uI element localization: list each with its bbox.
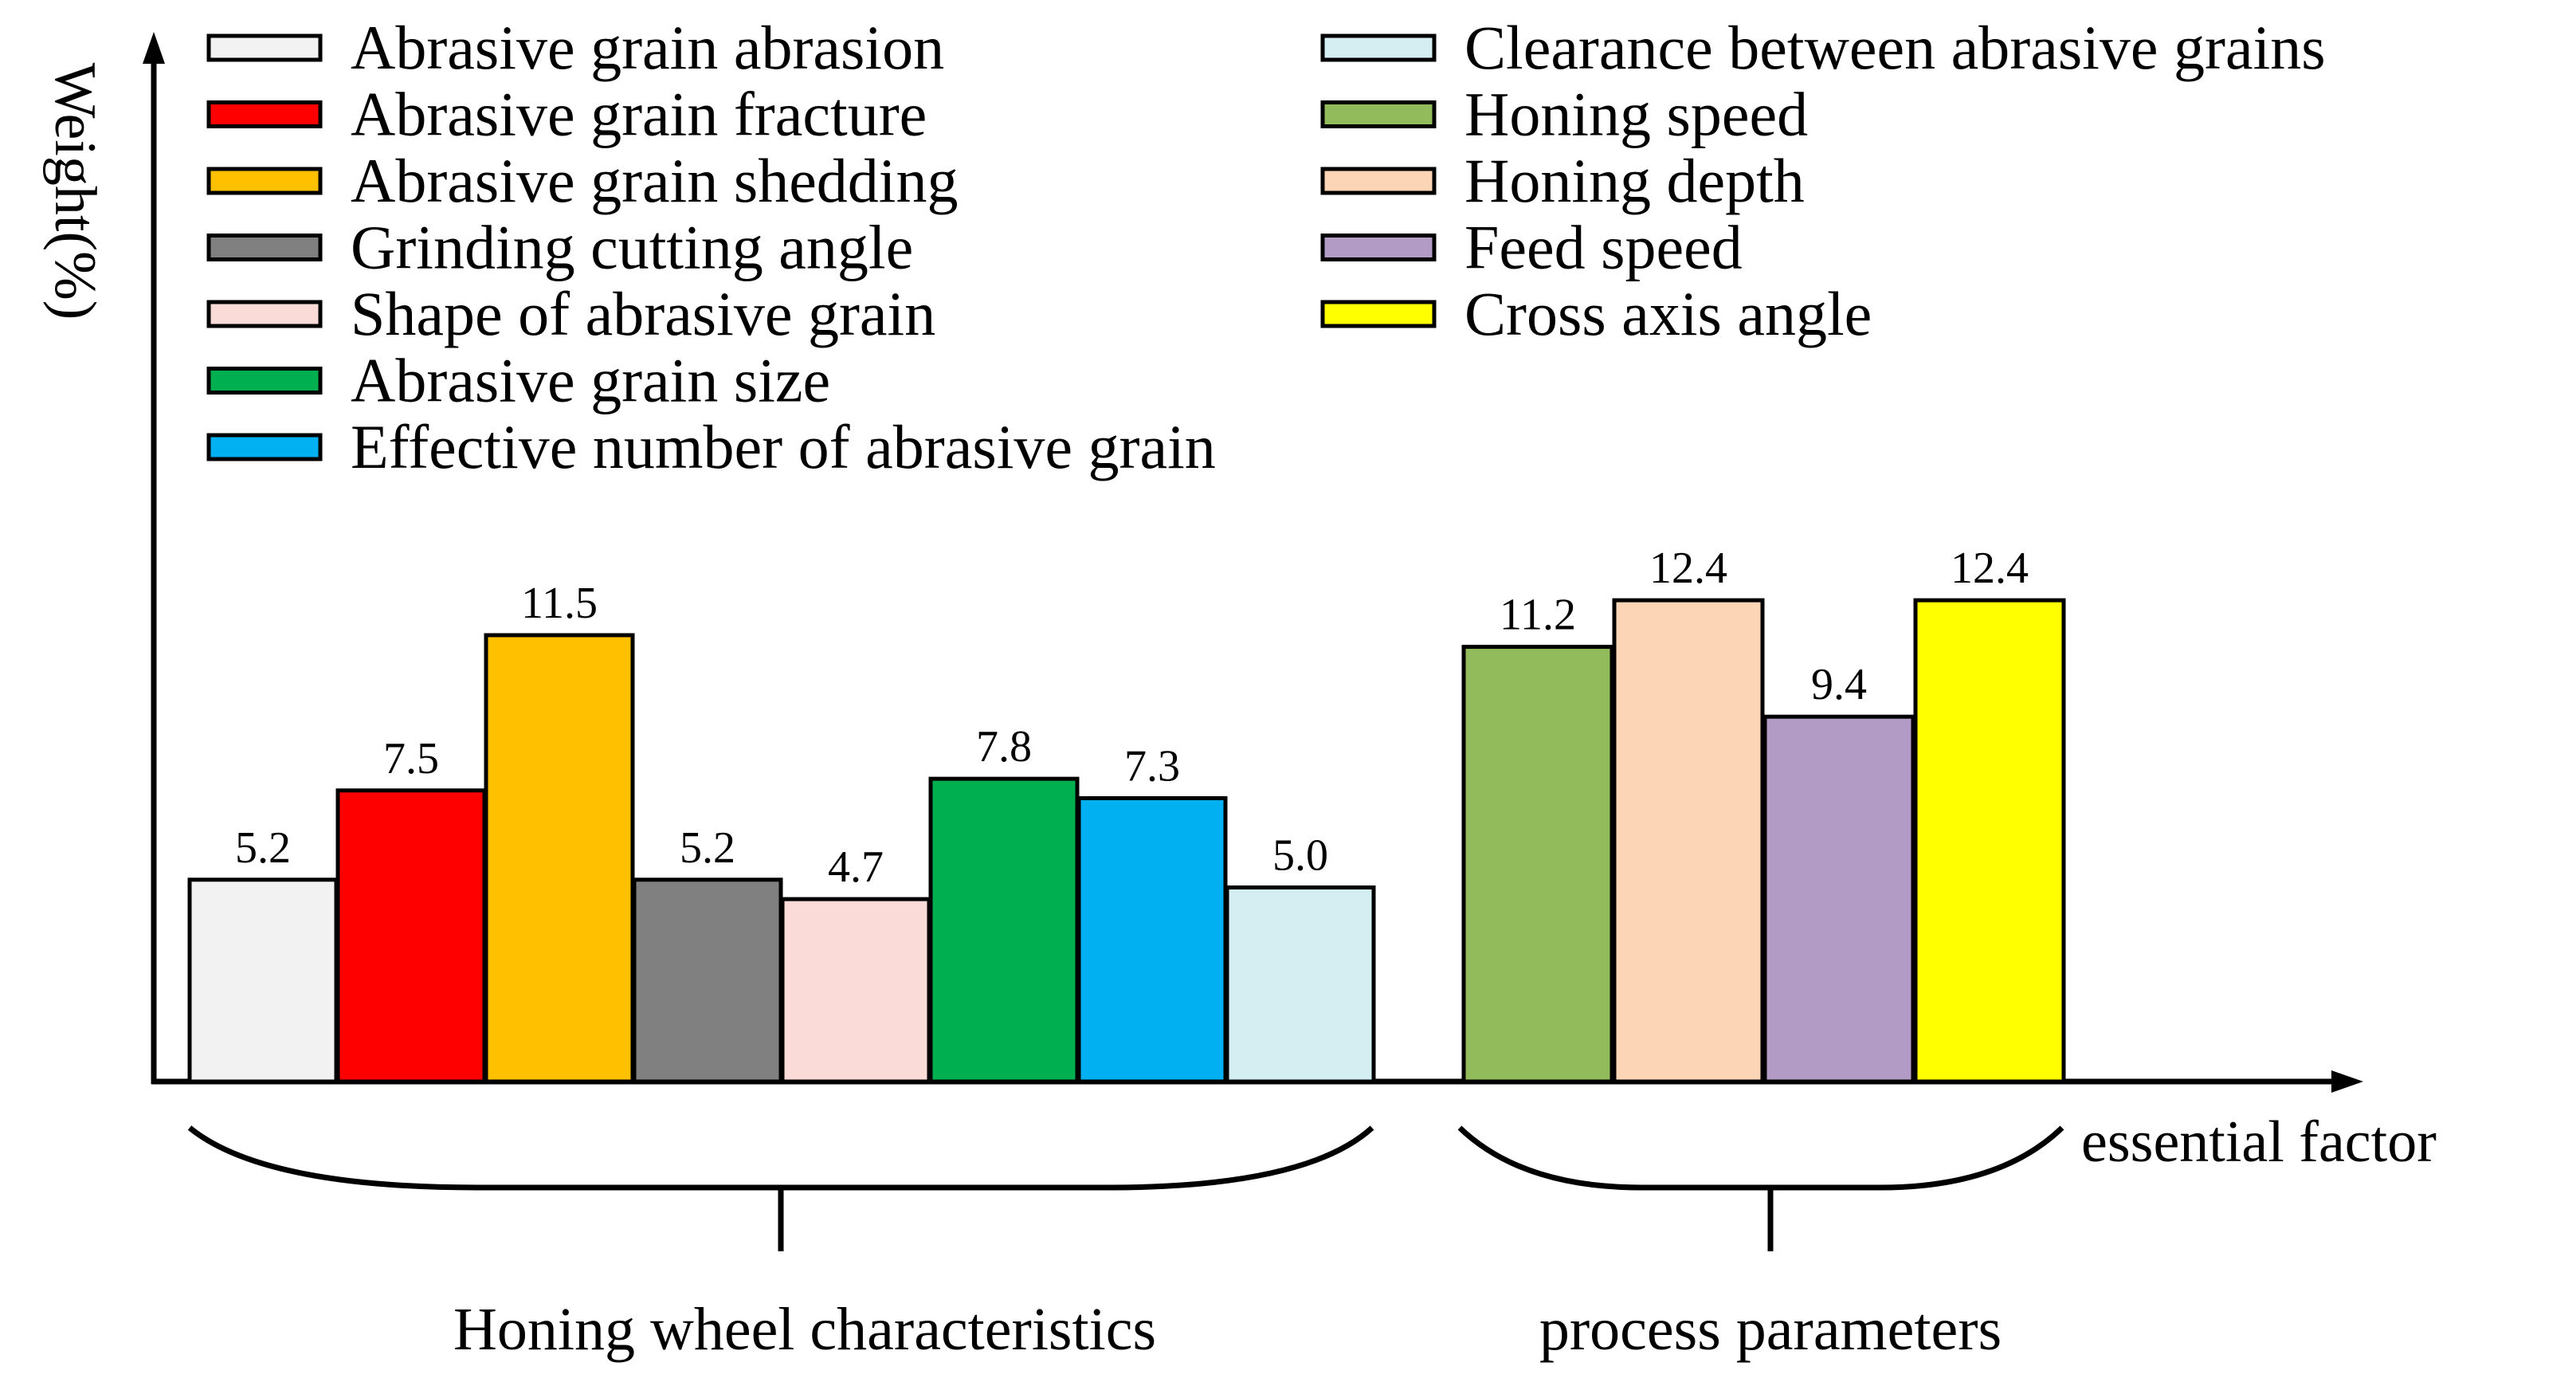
value-label-shape-of-abrasive-grain: 4.7 [828, 842, 884, 892]
legend-label-abrasive-grain-abrasion: Abrasive grain abrasion [351, 13, 944, 82]
legend-swatch-honing-speed [1320, 100, 1437, 128]
bar-effective-number-of-abrasive-grain [1076, 795, 1228, 1084]
value-label-abrasive-grain-abrasion: 5.2 [235, 823, 291, 873]
group-label-honing-wheel: Honing wheel characteristics [453, 1296, 1156, 1363]
legend-label-clearance-between-abrasive-grains: Clearance between abrasive grains [1464, 13, 2326, 82]
legend-swatch-abrasive-grain-fracture [206, 100, 323, 128]
legend-swatch-effective-number-of-abrasive-grain [206, 433, 323, 461]
bar-honing-speed [1461, 645, 1614, 1084]
value-label-effective-number-of-abrasive-grain: 7.3 [1124, 741, 1180, 791]
bar-abrasive-grain-fracture [335, 788, 487, 1084]
bar-cross-axis-angle [1913, 598, 2066, 1084]
value-labels: 5.2 7.5 11.5 5.2 4.7 7.8 7.3 5.0 11.2 12.4 9.4 12.4 [235, 544, 2029, 892]
legend-label-cross-axis-angle: Cross axis angle [1464, 279, 1872, 348]
legend-label-abrasive-grain-size: Abrasive grain size [351, 346, 830, 415]
group-braces [187, 1125, 2064, 1251]
bar-honing-depth [1612, 598, 1765, 1084]
bar-abrasive-grain-abrasion [187, 878, 339, 1084]
bar-grinding-cutting-angle [632, 878, 783, 1084]
legend-swatch-abrasive-grain-abrasion [206, 33, 323, 62]
legend-label-effective-number-of-abrasive-grain: Effective number of abrasive grain [351, 412, 1216, 481]
legend-label-feed-speed: Feed speed [1464, 213, 1743, 282]
value-label-abrasive-grain-fracture: 7.5 [383, 734, 439, 783]
legend-swatch-shape-of-abrasive-grain [206, 300, 323, 328]
x-axis-label: essential factor [2081, 1109, 2437, 1175]
y-axis-arrow [143, 32, 165, 64]
value-label-feed-speed: 9.4 [1811, 660, 1867, 709]
x-axis-arrow [2331, 1070, 2363, 1093]
y-axis-label: Weight(%) [42, 63, 108, 320]
legend-swatch-abrasive-grain-size [206, 367, 323, 395]
value-label-cross-axis-angle: 12.4 [1951, 544, 2029, 593]
legend-swatch-clearance-between-abrasive-grains [1320, 33, 1437, 62]
legend-swatch-grinding-cutting-angle [206, 234, 323, 261]
brace-honing-wheel [187, 1125, 1374, 1191]
bar-abrasive-grain-shedding [484, 633, 635, 1084]
legend-swatch-honing-depth [1320, 167, 1437, 195]
group-label-process-parameters: process parameters [1539, 1296, 2002, 1363]
legend-label-grinding-cutting-angle: Grinding cutting angle [351, 213, 913, 282]
legend-label-shape-of-abrasive-grain: Shape of abrasive grain [351, 279, 935, 348]
legend-label-honing-depth: Honing depth [1464, 146, 1805, 215]
value-label-honing-depth: 12.4 [1649, 544, 1727, 593]
legend-swatch-cross-axis-angle [1320, 300, 1437, 328]
value-label-honing-speed: 11.2 [1500, 591, 1576, 640]
bars [187, 598, 2066, 1084]
value-label-abrasive-grain-shedding: 11.5 [521, 579, 598, 628]
value-label-abrasive-grain-size: 7.8 [976, 722, 1032, 772]
bar-clearance-between-abrasive-grains [1225, 885, 1376, 1084]
legend-swatch-feed-speed [1320, 234, 1437, 261]
bar-shape-of-abrasive-grain [780, 897, 931, 1084]
bar-abrasive-grain-size [928, 776, 1080, 1084]
brace-process-parameters [1457, 1125, 2064, 1191]
legend-label-abrasive-grain-shedding: Abrasive grain shedding [351, 146, 958, 215]
bar-feed-speed [1762, 714, 1915, 1084]
value-label-grinding-cutting-angle: 5.2 [680, 823, 735, 873]
value-label-clearance-between-abrasive-grains: 5.0 [1272, 831, 1328, 881]
legend-label-honing-speed: Honing speed [1464, 80, 1808, 149]
legend-swatch-abrasive-grain-shedding [206, 167, 323, 195]
legend-label-abrasive-grain-fracture: Abrasive grain fracture [351, 80, 927, 149]
